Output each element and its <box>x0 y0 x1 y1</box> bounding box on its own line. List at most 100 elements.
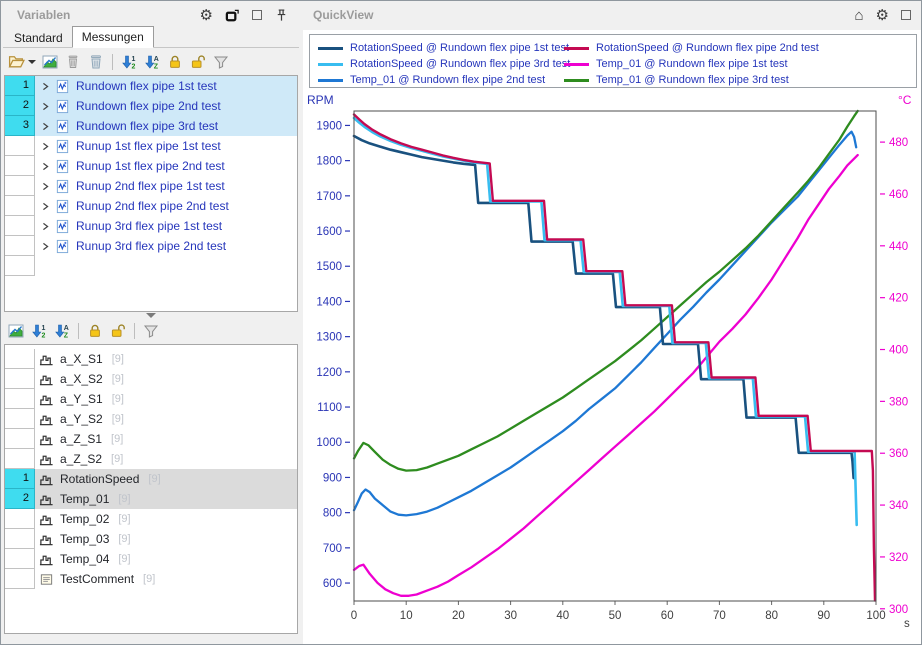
variable-row[interactable]: a_X_S2 [9] <box>5 369 297 389</box>
splitter-grip-icon[interactable] <box>146 313 156 318</box>
variable-row-body[interactable]: a_X_S1 [9] <box>35 349 297 369</box>
row-number-cell[interactable] <box>5 176 35 196</box>
tree-row[interactable]: 2 Rundown flex pipe 2nd test <box>5 96 297 116</box>
tree-row[interactable]: 1 Rundown flex pipe 1st test <box>5 76 297 96</box>
expand-chevron-icon[interactable] <box>40 221 51 232</box>
sort-numeric-button[interactable] <box>120 53 138 71</box>
sort-alpha-button[interactable] <box>143 53 161 71</box>
expand-chevron-icon[interactable] <box>40 81 51 92</box>
delete-all-button[interactable] <box>87 53 105 71</box>
pin-icon[interactable] <box>274 8 289 23</box>
filter-button[interactable] <box>212 53 230 71</box>
row-number-cell[interactable] <box>5 549 35 569</box>
row-number-cell[interactable] <box>5 409 35 429</box>
panel-splitter[interactable] <box>4 313 298 318</box>
variable-row-body[interactable]: Temp_01 [9] <box>35 489 297 509</box>
tree-row-body[interactable]: Runup 1st flex pipe 1st test <box>35 136 297 156</box>
row-number-cell[interactable]: 2 <box>5 96 35 116</box>
float-window-icon[interactable] <box>225 8 240 23</box>
row-number-cell[interactable] <box>5 136 35 156</box>
expand-chevron-icon[interactable] <box>40 121 51 132</box>
legend-entry[interactable]: RotationSpeed @ Rundown flex pipe 1st te… <box>318 41 569 55</box>
variable-row[interactable]: Temp_03 [9] <box>5 529 297 549</box>
variable-row-body[interactable]: Temp_04 [9] <box>35 549 297 569</box>
row-number-cell[interactable] <box>5 569 35 589</box>
tree-row[interactable]: Runup 2nd flex pipe 1st test <box>5 176 297 196</box>
tree-row-body[interactable]: Rundown flex pipe 1st test <box>35 76 297 96</box>
sort-numeric-button[interactable] <box>30 322 48 340</box>
row-number-cell[interactable] <box>5 236 35 256</box>
row-number-cell[interactable] <box>5 369 35 389</box>
filter-button[interactable] <box>142 322 160 340</box>
legend-entry[interactable]: Temp_01 @ Rundown flex pipe 2nd test <box>318 73 564 87</box>
row-number-cell[interactable] <box>5 196 35 216</box>
sort-alpha-button[interactable] <box>53 322 71 340</box>
row-number-cell[interactable] <box>5 349 35 369</box>
tree-row-body[interactable]: Runup 1st flex pipe 2nd test <box>35 156 297 176</box>
tree-row-body[interactable]: Rundown flex pipe 2nd test <box>35 96 297 116</box>
tree-row[interactable]: Runup 1st flex pipe 1st test <box>5 136 297 156</box>
row-number-cell[interactable] <box>5 156 35 176</box>
variable-row-body[interactable]: a_Y_S2 [9] <box>35 409 297 429</box>
variable-row[interactable]: a_Z_S1 [9] <box>5 429 297 449</box>
show-curve-window-button[interactable] <box>7 322 25 340</box>
unlock-button[interactable] <box>109 322 127 340</box>
delete-button[interactable] <box>64 53 82 71</box>
legend-entry[interactable]: Temp_01 @ Rundown flex pipe 1st test <box>564 57 912 71</box>
row-number-cell[interactable] <box>5 389 35 409</box>
home-icon[interactable]: ⌂ <box>854 6 864 24</box>
variable-row-body[interactable]: a_Z_S2 [9] <box>35 449 297 469</box>
settings-gear-icon[interactable]: ⚙ <box>199 6 213 24</box>
lock-button[interactable] <box>166 53 184 71</box>
open-folder-button[interactable] <box>7 53 25 71</box>
row-number-cell[interactable]: 3 <box>5 116 35 136</box>
maximize-icon[interactable] <box>901 10 911 20</box>
folder-dropdown-caret-icon[interactable] <box>28 59 36 64</box>
variable-row-body[interactable]: Temp_03 [9] <box>35 529 297 549</box>
variable-row-body[interactable]: RotationSpeed [9] <box>35 469 297 489</box>
variable-row[interactable]: a_Y_S1 [9] <box>5 389 297 409</box>
variable-row-body[interactable]: a_X_S2 [9] <box>35 369 297 389</box>
variable-row-body[interactable]: Temp_02 [9] <box>35 509 297 529</box>
tree-row[interactable]: Runup 3rd flex pipe 2nd test <box>5 236 297 256</box>
variables-list[interactable]: a_X_S1 [9] a_X_S2 [9] a_Y_S1 [9] a_Y_S2 [9] a_Z_… <box>4 344 298 634</box>
legend-entry[interactable]: RotationSpeed @ Rundown flex pipe 3rd te… <box>318 57 570 71</box>
variable-row[interactable]: 2 Temp_01 [9] <box>5 489 297 509</box>
show-curve-window-button[interactable] <box>41 53 59 71</box>
tree-row-body[interactable]: Runup 2nd flex pipe 1st test <box>35 176 297 196</box>
row-number-cell[interactable] <box>5 509 35 529</box>
row-number-cell[interactable]: 1 <box>5 469 35 489</box>
variable-row[interactable]: a_Z_S2 [9] <box>5 449 297 469</box>
tree-row[interactable]: Runup 3rd flex pipe 1st test <box>5 216 297 236</box>
tab-messungen[interactable]: Messungen <box>71 26 154 48</box>
variable-row[interactable]: Temp_04 [9] <box>5 549 297 569</box>
variable-row[interactable]: a_X_S1 [9] <box>5 349 297 369</box>
quickview-chart[interactable]: RPM °C 1900 1800 1700 1600 1500 1400 1300 1200 110… <box>303 91 922 645</box>
tree-row[interactable]: Runup 1st flex pipe 2nd test <box>5 156 297 176</box>
variable-row[interactable]: TestComment [9] <box>5 569 297 589</box>
row-number-cell[interactable]: 1 <box>5 76 35 96</box>
tree-row-body[interactable]: Rundown flex pipe 3rd test <box>35 116 297 136</box>
maximize-icon[interactable] <box>252 10 262 20</box>
row-number-cell[interactable] <box>5 216 35 236</box>
tree-row-body[interactable]: Runup 3rd flex pipe 1st test <box>35 216 297 236</box>
settings-gear-icon[interactable]: ⚙ <box>875 6 889 24</box>
tree-row[interactable]: Runup 2nd flex pipe 2nd test <box>5 196 297 216</box>
expand-chevron-icon[interactable] <box>40 141 51 152</box>
unlock-button[interactable] <box>189 53 207 71</box>
plot-area[interactable] <box>353 110 877 602</box>
tree-row-body[interactable]: Runup 2nd flex pipe 2nd test <box>35 196 297 216</box>
variable-row[interactable]: a_Y_S2 [9] <box>5 409 297 429</box>
measurement-tree-list[interactable]: 1 Rundown flex pipe 1st test 2 Rundown flex… <box>4 75 298 312</box>
tab-standard[interactable]: Standard <box>14 31 63 45</box>
expand-chevron-icon[interactable] <box>40 241 51 252</box>
lock-button[interactable] <box>86 322 104 340</box>
variable-row-body[interactable]: a_Y_S1 [9] <box>35 389 297 409</box>
expand-chevron-icon[interactable] <box>40 101 51 112</box>
row-number-cell[interactable] <box>5 449 35 469</box>
tree-row-body[interactable]: Runup 3rd flex pipe 2nd test <box>35 236 297 256</box>
expand-chevron-icon[interactable] <box>40 181 51 192</box>
variable-row-body[interactable]: TestComment [9] <box>35 569 297 589</box>
variable-row[interactable]: Temp_02 [9] <box>5 509 297 529</box>
expand-chevron-icon[interactable] <box>40 201 51 212</box>
